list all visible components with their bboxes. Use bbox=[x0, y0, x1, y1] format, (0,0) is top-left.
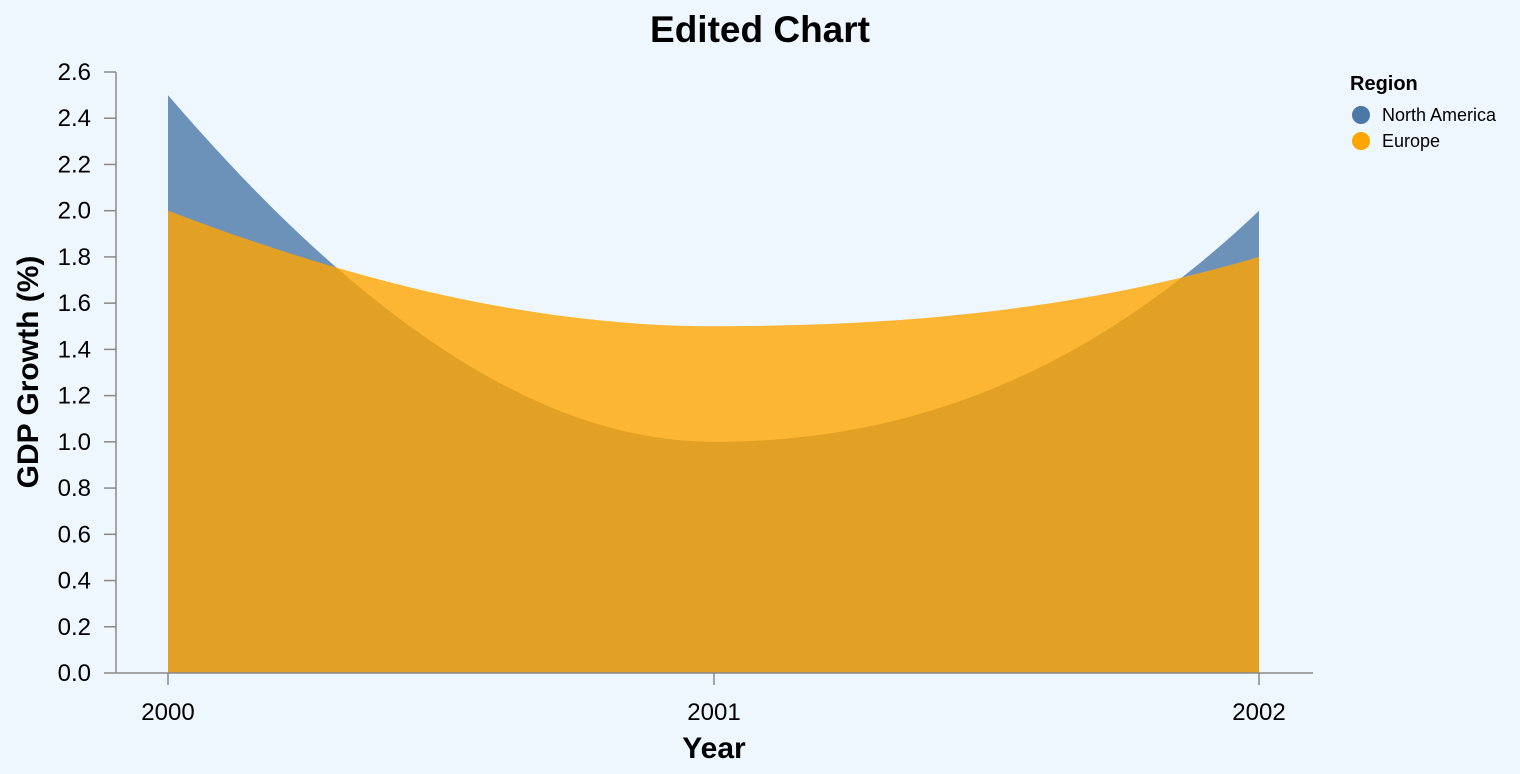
legend-label: North America bbox=[1382, 105, 1497, 125]
x-axis-title: Year bbox=[682, 732, 746, 765]
y-tick-label: 0.8 bbox=[58, 475, 91, 502]
y-tick-label: 0.4 bbox=[58, 568, 91, 595]
legend: Region North America Europe bbox=[1350, 73, 1497, 151]
legend-swatch bbox=[1352, 132, 1370, 150]
y-tick-label: 2.6 bbox=[58, 59, 91, 86]
y-tick-label: 1.4 bbox=[58, 336, 91, 363]
x-tick-label: 2001 bbox=[687, 699, 740, 726]
x-tick-label: 2000 bbox=[141, 699, 194, 726]
y-tick-label: 0.0 bbox=[58, 660, 91, 687]
y-tick-label: 1.2 bbox=[58, 383, 91, 410]
legend-swatch bbox=[1352, 106, 1370, 124]
y-axis: 0.0 0.2 0.4 0.6 0.8 1.0 1.2 1.4 1.6 1.8 2.0 2.2 2.4 2… bbox=[58, 59, 117, 687]
chart-title: Edited Chart bbox=[650, 9, 870, 50]
y-tick-label: 1.8 bbox=[58, 244, 91, 271]
y-tick-label: 1.0 bbox=[58, 429, 91, 456]
y-axis-title: GDP Growth (%) bbox=[12, 256, 45, 489]
y-tick-label: 1.6 bbox=[58, 290, 91, 317]
y-tick-label: 2.4 bbox=[58, 105, 91, 132]
y-tick-label: 2.2 bbox=[58, 151, 91, 178]
y-tick-label: 2.0 bbox=[58, 198, 91, 225]
legend-title: Region bbox=[1350, 73, 1418, 95]
area-europe bbox=[168, 210, 1259, 673]
y-tick-label: 0.6 bbox=[58, 521, 91, 548]
legend-label: Europe bbox=[1382, 131, 1440, 151]
x-axis: 2000 2001 2002 bbox=[116, 672, 1313, 726]
x-tick-label: 2002 bbox=[1232, 699, 1285, 726]
areas-layer bbox=[168, 95, 1259, 674]
y-tick-label: 0.2 bbox=[58, 614, 91, 641]
